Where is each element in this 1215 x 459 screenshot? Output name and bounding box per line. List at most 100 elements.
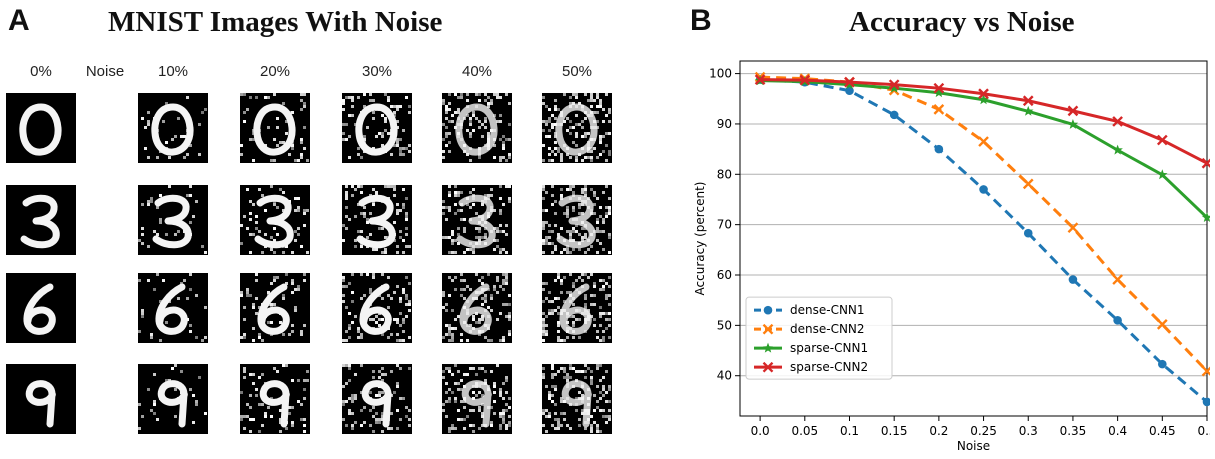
data-point: [844, 79, 855, 90]
y-tick-label: 80: [717, 167, 732, 181]
legend-box: [745, 296, 893, 380]
column-label: 50%: [561, 63, 593, 80]
column-label: 20%: [259, 63, 291, 80]
mnist-image-tile: [342, 93, 412, 163]
mnist-image-tile: [240, 364, 310, 434]
data-point: [763, 305, 773, 315]
column-label: 10%: [157, 63, 189, 80]
data-point: [762, 361, 774, 373]
data-point: [1113, 316, 1122, 325]
y-tick-label: 100: [709, 67, 732, 81]
y-tick-label: 50: [717, 318, 732, 332]
mnist-image-tile: [442, 185, 512, 255]
data-point: [1067, 118, 1079, 129]
mnist-image-tile: [6, 185, 76, 255]
data-point: [888, 79, 900, 91]
data-point: [979, 185, 988, 194]
mnist-image-tile: [342, 185, 412, 255]
mnist-image-tile: [6, 364, 76, 434]
mnist-image-tile: [138, 185, 208, 255]
x-tick-label: 0.1: [840, 424, 859, 438]
y-tick-label: 40: [717, 369, 732, 383]
x-tick-label: 0.25: [970, 424, 997, 438]
column-label: 30%: [361, 63, 393, 80]
x-tick-label: 0.2: [929, 424, 948, 438]
data-point: [1022, 178, 1034, 190]
mnist-image-tile: [542, 364, 612, 434]
data-point: [1067, 105, 1079, 117]
mnist-image-tile: [240, 93, 310, 163]
data-point: [933, 103, 945, 115]
mnist-image-tile: [542, 185, 612, 255]
mnist-image-tile: [342, 364, 412, 434]
accuracy-vs-noise-chart: 40 50 60 70 80 90 100 0.0 0.05 0.1 0.15 0.2 0.25 0.3 0…: [693, 60, 1210, 453]
data-point: [1023, 228, 1033, 238]
column-label: Noise: [85, 63, 125, 80]
data-point: [1023, 105, 1034, 116]
panel-b-title: Accuracy vs Noise: [849, 6, 1075, 38]
legend-label: sparse-CNN1: [790, 341, 868, 355]
data-point: [1201, 212, 1210, 223]
panel-b-letter: B: [690, 4, 712, 37]
data-point: [1112, 274, 1123, 285]
x-axis-label: Noise: [957, 439, 990, 453]
x-tick-label: 0.45: [1149, 424, 1176, 438]
data-point: [1202, 397, 1210, 407]
plot-frame: [739, 60, 1208, 417]
data-point: [1112, 116, 1123, 127]
data-point: [978, 88, 989, 100]
data-point: [889, 110, 899, 120]
data-point: [1022, 95, 1034, 107]
mnist-image-tile: [138, 273, 208, 343]
data-point: [845, 86, 854, 96]
data-point: [1158, 359, 1167, 369]
series-sparse-CNN1: [754, 75, 1210, 223]
mnist-image-tile: [6, 273, 76, 343]
data-point: [754, 74, 766, 85]
data-point: [762, 342, 774, 353]
legend-label: sparse-CNN2: [790, 360, 868, 374]
data-point: [1156, 134, 1168, 146]
column-label: 0%: [30, 63, 52, 80]
data-point: [1112, 144, 1123, 155]
mnist-image-tile: [442, 93, 512, 163]
x-tick-label: 0.15: [881, 424, 908, 438]
data-point: [1068, 275, 1078, 284]
mnist-image-tile: [442, 273, 512, 343]
data-point: [844, 76, 855, 88]
y-tick-label: 60: [717, 268, 732, 282]
y-tick-label: 90: [717, 117, 732, 131]
y-axis-label: Accuracy (percent): [693, 182, 707, 296]
legend-label: dense-CNN1: [790, 303, 865, 317]
y-tick-label: 70: [717, 218, 732, 232]
mnist-image-tile: [138, 364, 208, 434]
data-point: [1156, 319, 1168, 330]
mnist-image-tile: [442, 364, 512, 434]
series-sparse-CNN2: [754, 74, 1210, 169]
panel-a-title: MNIST Images With Noise: [108, 6, 443, 38]
data-point: [762, 323, 774, 335]
x-tick-label: 0.0: [751, 424, 770, 438]
data-point: [1067, 222, 1079, 234]
mnist-image-tile: [542, 93, 612, 163]
column-label: 40%: [461, 63, 493, 80]
data-point: [1157, 169, 1168, 180]
panel-a-letter: A: [8, 4, 30, 37]
mnist-image-tile: [6, 93, 76, 163]
x-tick-label: 0.5: [1197, 424, 1210, 438]
data-point: [888, 82, 900, 93]
mnist-image-tile: [240, 185, 310, 255]
series-line: [760, 75, 1209, 373]
data-point: [799, 74, 811, 86]
mnist-image-tile: [342, 273, 412, 343]
x-tick-label: 0.35: [1060, 424, 1087, 438]
mnist-image-tile: [138, 93, 208, 163]
data-point: [933, 87, 945, 98]
x-tick-label: 0.05: [791, 424, 818, 438]
data-point: [933, 82, 945, 94]
x-tick-label: 0.4: [1108, 424, 1127, 438]
data-point: [978, 94, 989, 105]
data-point: [934, 144, 944, 154]
mnist-image-tile: [542, 273, 612, 343]
mnist-image-tile: [240, 273, 310, 343]
